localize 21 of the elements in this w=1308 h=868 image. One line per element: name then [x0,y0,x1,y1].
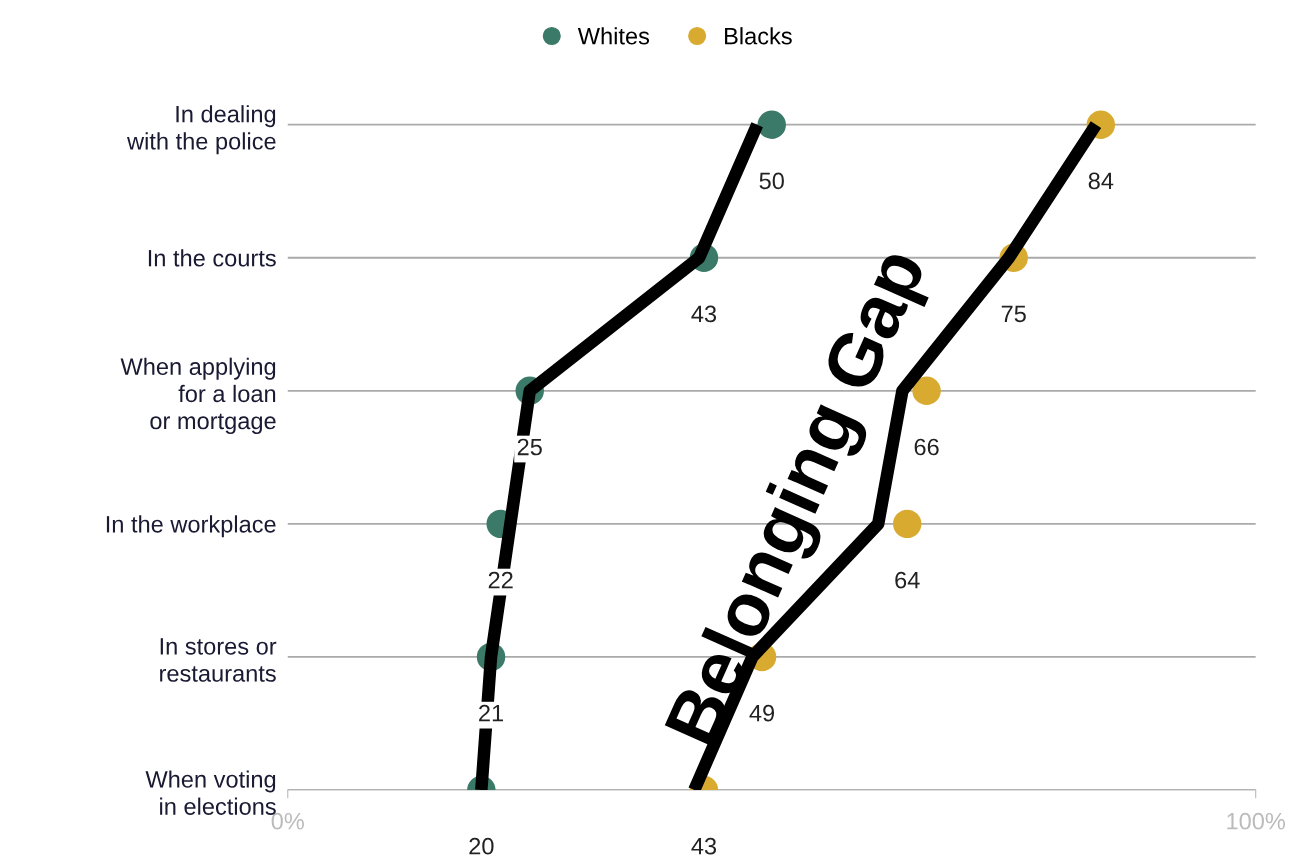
data-label: 50 [759,172,784,190]
data-label: 43 [691,837,717,855]
data-label: 75 [1001,305,1026,323]
y-tick-label: In the courts [148,249,276,267]
data-label: 22 [488,571,513,589]
legend-label: Blacks [725,27,792,45]
data-label: 20 [469,837,494,855]
data-label: 43 [691,305,717,323]
point [757,110,786,139]
data-label: 66 [914,438,939,456]
data-label: 25 [517,438,542,456]
data-label: 84 [1088,172,1114,190]
y-tick-label: In stores or restaurants [160,638,277,682]
data-label: 21 [479,704,503,722]
legend-label: Whites [577,27,650,45]
y-tick-label: In dealing with the police [127,105,276,155]
point [893,509,922,539]
data-label: 64 [895,571,920,589]
y-tick-label: When applying for a loan or mortgage [120,357,276,434]
y-tick-label: In the workplace [106,515,276,538]
x-tick-label: 100% [1227,812,1286,830]
